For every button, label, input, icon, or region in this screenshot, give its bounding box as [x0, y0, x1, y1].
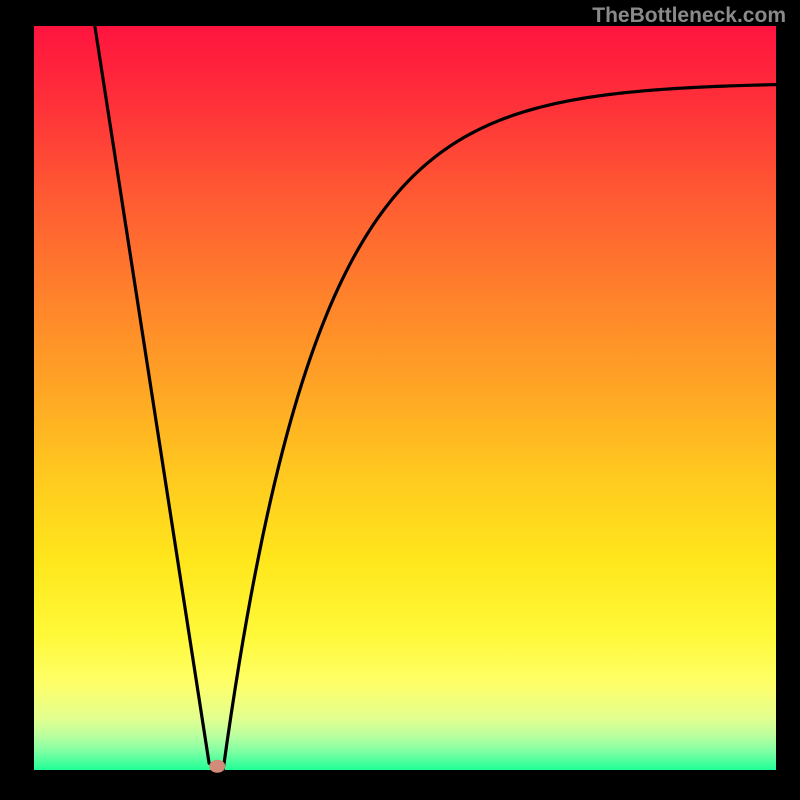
- plot-gradient-background: [34, 26, 776, 770]
- watermark-label: TheBottleneck.com: [592, 4, 786, 28]
- bottleneck-curve-chart: [0, 0, 800, 800]
- optimum-marker-icon: [209, 760, 225, 773]
- chart-container: TheBottleneck.com: [0, 0, 800, 800]
